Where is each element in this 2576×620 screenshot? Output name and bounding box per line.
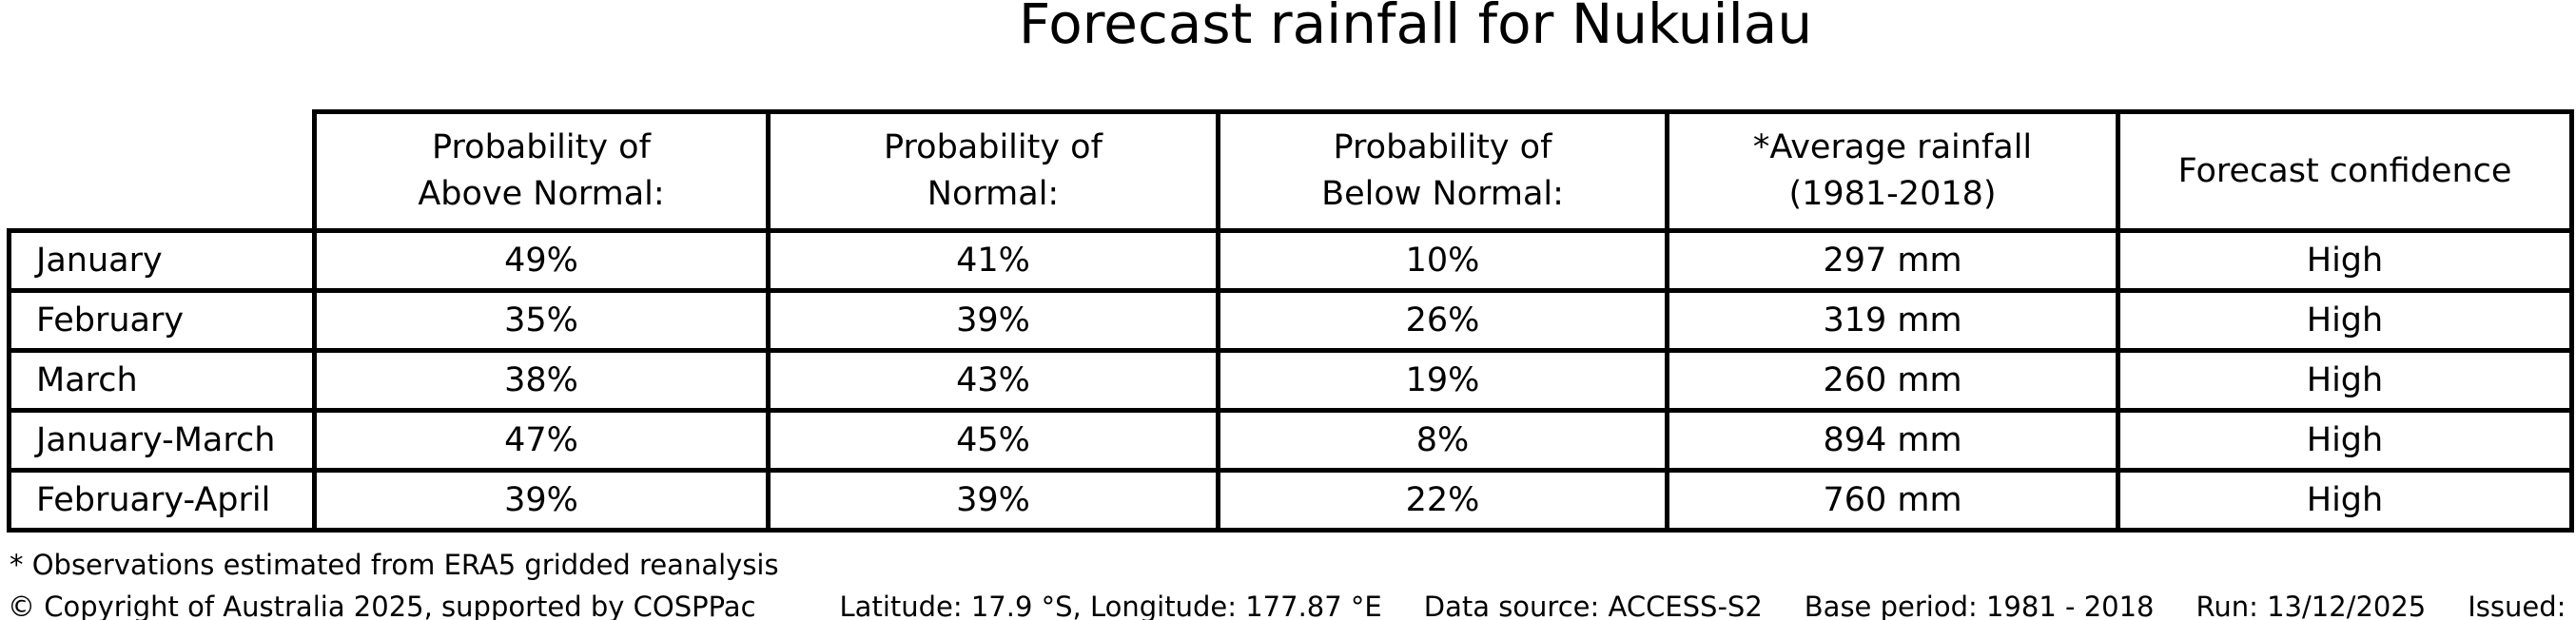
table-row-march: March 38% 43% 19% 260 mm High [7, 348, 2574, 413]
cell-above-normal: 47% [312, 408, 771, 473]
cell-above-normal: 49% [312, 228, 771, 293]
cell-below-normal: 19% [1216, 348, 1669, 413]
row-label: March [7, 348, 317, 413]
cell-below-normal: 8% [1216, 408, 1669, 473]
column-header-below-normal: Probability of Below Normal: [1216, 109, 1669, 233]
row-label: February-April [7, 468, 317, 533]
cell-confidence: High [2116, 228, 2574, 293]
cell-below-normal: 22% [1216, 468, 1669, 533]
run-date-text: Run: 13/12/2025 [2195, 591, 2427, 620]
column-header-normal: Probability of Normal: [766, 109, 1220, 233]
table-row-february: February 35% 39% 26% 319 mm High [7, 288, 2574, 353]
cell-above-normal: 39% [312, 468, 771, 533]
copyright-text: © Copyright of Australia 2025, supported… [8, 591, 756, 620]
cell-normal: 39% [766, 288, 1220, 353]
cell-confidence: High [2116, 348, 2574, 413]
cell-below-normal: 26% [1216, 288, 1669, 353]
cell-confidence: High [2116, 408, 2574, 473]
row-label: January-March [7, 408, 317, 473]
cell-average-rainfall: 260 mm [1665, 348, 2120, 413]
column-header-forecast-confidence: Forecast confidence [2116, 109, 2574, 233]
cell-average-rainfall: 297 mm [1665, 228, 2120, 293]
corner-cell [10, 112, 315, 231]
cell-normal: 43% [766, 348, 1220, 413]
forecast-table: Probability of Above Normal: Probability… [7, 109, 2574, 533]
table-row-february-april: February-April 39% 39% 22% 760 mm High [7, 468, 2574, 533]
row-label: January [7, 228, 317, 293]
cell-above-normal: 35% [312, 288, 771, 353]
observations-footnote: * Observations estimated from ERA5 gridd… [10, 549, 779, 581]
column-header-above-normal: Probability of Above Normal: [312, 109, 771, 233]
column-header-average-rainfall: *Average rainfall (1981-2018) [1665, 109, 2120, 233]
cell-average-rainfall: 760 mm [1665, 468, 2120, 533]
table-row-january: January 49% 41% 10% 297 mm High [7, 228, 2574, 293]
cell-average-rainfall: 319 mm [1665, 288, 2120, 353]
cell-below-normal: 10% [1216, 228, 1669, 293]
cell-average-rainfall: 894 mm [1665, 408, 2120, 473]
cell-normal: 45% [766, 408, 1220, 473]
footer-bar: © Copyright of Australia 2025, supported… [8, 591, 2576, 620]
cell-confidence: High [2116, 468, 2574, 533]
cell-normal: 39% [766, 468, 1220, 533]
base-period-text: Base period: 1981 - 2018 [1804, 591, 2155, 620]
issued-date-text: Issued: 15/12/2025 [2468, 591, 2576, 620]
location-text: Latitude: 17.9 °S, Longitude: 177.87 °E [839, 591, 1382, 620]
table-row-january-march: January-March 47% 45% 8% 894 mm High [7, 408, 2574, 473]
row-label: February [7, 288, 317, 353]
page-title: Forecast rainfall for Nukuilau [1018, 0, 1813, 56]
cell-confidence: High [2116, 288, 2574, 353]
header-row: Probability of Above Normal: Probability… [10, 109, 2574, 233]
data-source-text: Data source: ACCESS-S2 [1423, 591, 1763, 620]
cell-normal: 41% [766, 228, 1220, 293]
cell-above-normal: 38% [312, 348, 771, 413]
